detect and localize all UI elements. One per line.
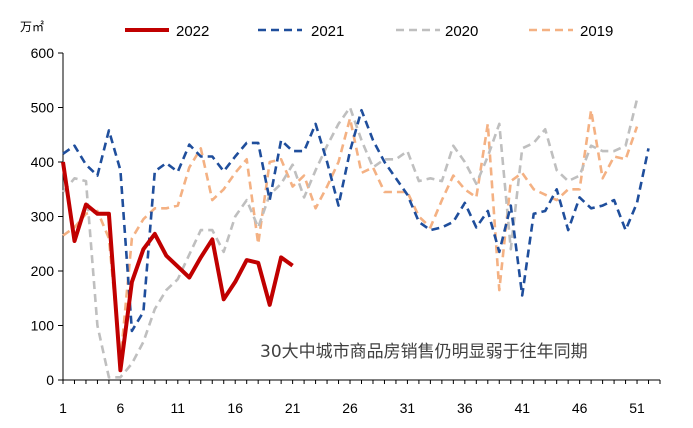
x-tick-label: 31 — [400, 400, 416, 416]
y-tick-label: 0 — [46, 372, 54, 388]
legend: 2022 2021 2020 2019 — [125, 23, 613, 40]
x-tick-label: 1 — [59, 400, 67, 416]
y-axis: 0 100 200 300 400 500 600 — [31, 45, 64, 388]
y-tick-label: 600 — [31, 45, 55, 61]
legend-label-2022: 2022 — [176, 23, 209, 40]
series-line-2019 — [62, 108, 639, 363]
x-tick-label: 36 — [457, 400, 473, 416]
series-line-2021 — [62, 108, 650, 333]
legend-label-2019: 2019 — [580, 23, 613, 40]
y-tick-label: 100 — [31, 318, 55, 334]
series-line-2022 — [61, 161, 294, 373]
x-tick-label: 41 — [514, 400, 530, 416]
legend-label-2020: 2020 — [445, 23, 478, 40]
x-tick-label: 16 — [227, 400, 243, 416]
y-tick-label: 300 — [31, 209, 55, 225]
y-tick-label: 500 — [31, 100, 55, 116]
y-tick-label: 400 — [31, 154, 55, 170]
legend-label-2021: 2021 — [311, 23, 344, 40]
x-tick-label: 26 — [342, 400, 358, 416]
x-tick-label: 51 — [629, 400, 645, 416]
chart-annotation: 30大中城市商品房销售仍明显弱于往年同期 — [260, 342, 588, 362]
x-tick-label: 6 — [117, 400, 125, 416]
x-tick-label: 11 — [171, 400, 186, 416]
x-tick-label: 46 — [572, 400, 588, 416]
series-layer — [61, 98, 650, 379]
y-tick-label: 200 — [31, 263, 55, 279]
unit-label: 万㎡ — [20, 20, 44, 34]
x-tick-label: 21 — [285, 400, 301, 416]
x-axis: 1 6 11 16 21 26 31 36 41 46 51 — [59, 379, 661, 416]
